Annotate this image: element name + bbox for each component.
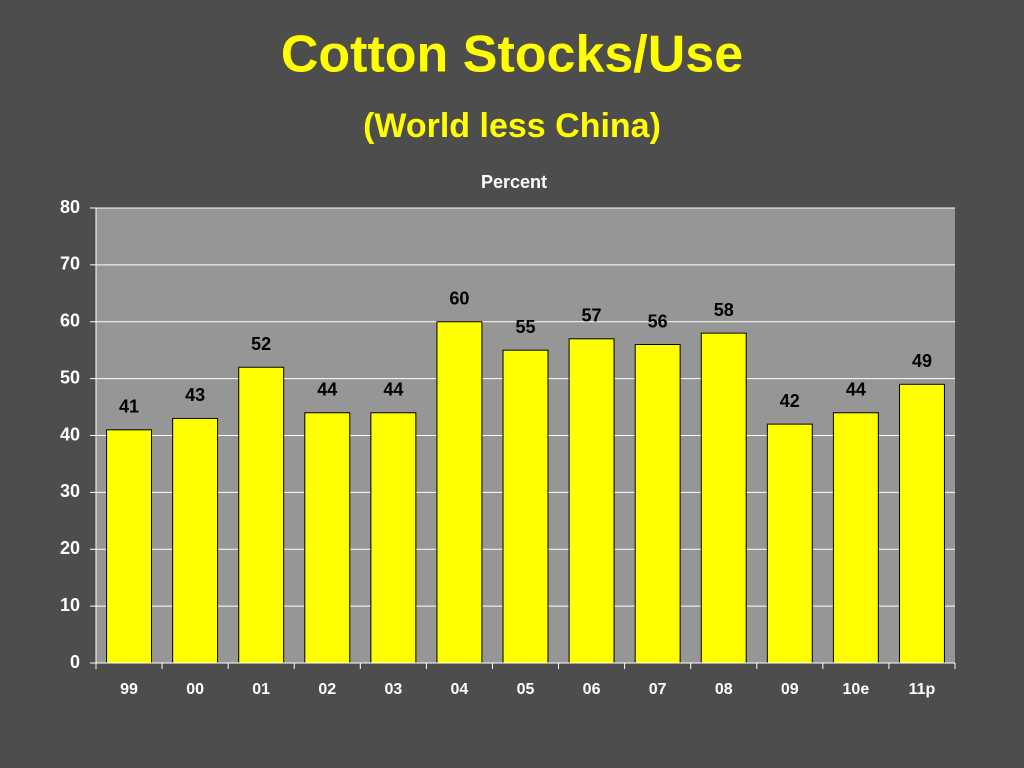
x-tick-label: 09 <box>781 681 799 698</box>
x-tick-label: 05 <box>517 681 535 698</box>
x-tick-label: 06 <box>583 681 601 698</box>
bar <box>700 332 747 664</box>
y-tick-label: 80 <box>60 197 80 217</box>
chart-subtitle: (World less China) <box>363 107 661 145</box>
x-tick-label: 02 <box>318 681 336 698</box>
bar <box>106 429 153 664</box>
y-tick-label: 40 <box>60 424 80 444</box>
bar <box>436 321 483 664</box>
x-tick-label: 01 <box>252 681 270 698</box>
x-tick-label: 08 <box>715 681 733 698</box>
x-tick-label: 11p <box>909 681 936 698</box>
data-label: 52 <box>251 334 271 354</box>
data-label: 57 <box>582 306 602 326</box>
y-tick-label: 0 <box>70 652 80 672</box>
y-tick-label: 10 <box>60 595 80 615</box>
bar <box>832 412 879 664</box>
data-label: 42 <box>780 391 800 411</box>
data-label: 44 <box>846 380 866 400</box>
data-label: 43 <box>185 385 205 405</box>
bar <box>238 366 285 664</box>
data-label: 41 <box>119 397 139 417</box>
bar <box>898 383 945 664</box>
y-tick-label: 60 <box>60 311 80 331</box>
chart-title: Cotton Stocks/Use <box>281 26 743 84</box>
bar <box>766 423 813 664</box>
y-axis-label: Percent <box>481 172 547 192</box>
x-tick-label: 99 <box>120 681 138 698</box>
data-label: 49 <box>912 351 932 371</box>
bar <box>568 338 615 664</box>
bar <box>634 344 681 664</box>
y-tick-label: 50 <box>60 367 80 387</box>
x-tick-label: 03 <box>384 681 402 698</box>
x-tick-label: 00 <box>186 681 204 698</box>
bar <box>370 412 417 664</box>
data-label: 44 <box>317 380 337 400</box>
y-tick-label: 30 <box>60 481 80 501</box>
data-label: 58 <box>714 300 734 320</box>
data-label: 56 <box>648 311 668 331</box>
x-tick-label: 07 <box>649 681 667 698</box>
y-tick-label: 70 <box>60 254 80 274</box>
bar <box>172 417 219 664</box>
bar <box>304 412 351 664</box>
data-label: 60 <box>449 289 469 309</box>
bar <box>502 349 549 664</box>
y-tick-label: 20 <box>60 538 80 558</box>
x-tick-label: 10e <box>843 681 870 698</box>
data-label: 55 <box>515 317 535 337</box>
x-tick-label: 04 <box>451 681 469 698</box>
data-label: 44 <box>383 380 403 400</box>
